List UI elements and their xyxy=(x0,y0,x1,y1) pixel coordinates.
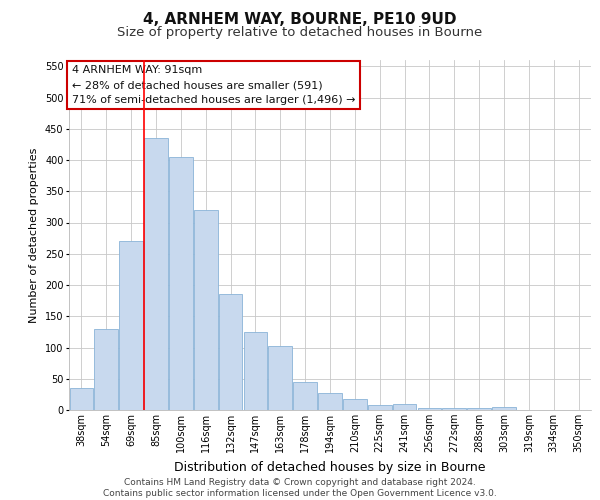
Text: 4 ARNHEM WAY: 91sqm
← 28% of detached houses are smaller (591)
71% of semi-detac: 4 ARNHEM WAY: 91sqm ← 28% of detached ho… xyxy=(71,66,355,105)
Bar xyxy=(119,242,143,410)
Bar xyxy=(219,294,242,410)
Bar xyxy=(368,405,392,410)
Text: Contains HM Land Registry data © Crown copyright and database right 2024.
Contai: Contains HM Land Registry data © Crown c… xyxy=(103,478,497,498)
Bar xyxy=(70,388,93,410)
Text: Size of property relative to detached houses in Bourne: Size of property relative to detached ho… xyxy=(118,26,482,39)
Bar xyxy=(268,346,292,410)
Bar xyxy=(194,210,218,410)
Bar xyxy=(343,400,367,410)
X-axis label: Distribution of detached houses by size in Bourne: Distribution of detached houses by size … xyxy=(174,460,486,473)
Bar xyxy=(293,382,317,410)
Bar xyxy=(467,408,491,410)
Y-axis label: Number of detached properties: Number of detached properties xyxy=(29,148,39,322)
Bar xyxy=(94,329,118,410)
Bar xyxy=(492,407,516,410)
Bar xyxy=(244,332,267,410)
Bar xyxy=(144,138,168,410)
Bar xyxy=(393,404,416,410)
Bar xyxy=(418,408,441,410)
Text: 4, ARNHEM WAY, BOURNE, PE10 9UD: 4, ARNHEM WAY, BOURNE, PE10 9UD xyxy=(143,12,457,28)
Bar xyxy=(169,157,193,410)
Bar xyxy=(318,392,342,410)
Bar xyxy=(442,408,466,410)
